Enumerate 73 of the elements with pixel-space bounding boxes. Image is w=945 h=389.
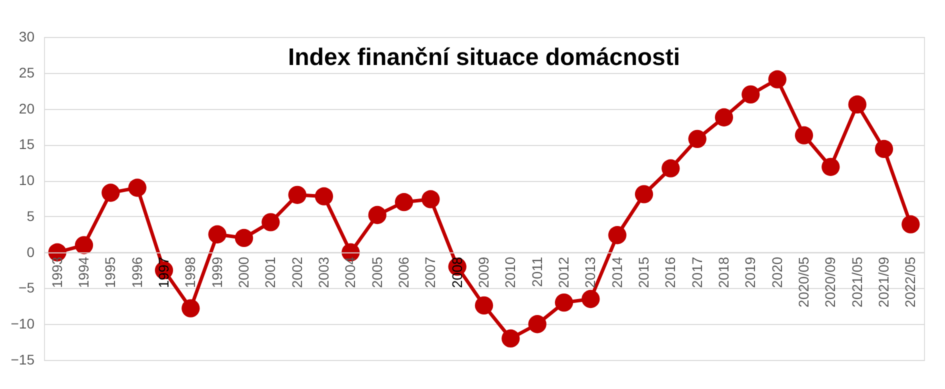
point [688, 130, 706, 148]
x-tick-label: 2020/05 [796, 256, 812, 308]
x-tick-label: 2000 [236, 256, 252, 288]
point [662, 159, 680, 178]
point [288, 186, 306, 204]
x-tick-label: 2018 [716, 256, 732, 288]
x-tick-label: 1993 [48, 256, 65, 288]
x-tick-label: 2014 [608, 256, 625, 288]
x-tick-label: 2012 [556, 256, 572, 288]
point [822, 158, 840, 176]
y-tick-label: −15 [10, 352, 35, 368]
x-tick-label: 1997 [156, 256, 172, 288]
x-tick-label: 2008 [448, 256, 465, 288]
point [474, 296, 494, 315]
point [902, 215, 920, 234]
point [74, 236, 94, 254]
x-tick-label: 2005 [368, 256, 385, 288]
point [714, 108, 734, 126]
x-tick-label: 2017 [688, 256, 705, 288]
point [742, 85, 760, 104]
x-tick-label: 1999 [208, 256, 225, 288]
point [368, 206, 386, 224]
point [502, 329, 520, 348]
y-tick-label: −10 [10, 316, 35, 332]
x-tick-label: 2010 [502, 256, 518, 288]
x-tick-label: 2020 [768, 256, 785, 288]
point [794, 126, 814, 144]
point [422, 190, 440, 208]
y-tick-label: 25 [18, 64, 35, 80]
x-tick-label: 2002 [288, 256, 305, 288]
point [848, 95, 866, 114]
x-tick-label: 2004 [342, 256, 358, 288]
point [234, 228, 254, 248]
point [314, 187, 334, 206]
x-tick-label: 1996 [128, 256, 145, 288]
x-tick-label: 2021/05 [848, 256, 865, 308]
x-tick-label: 2021/09 [876, 256, 892, 308]
x-tick-label: 2011 [528, 256, 545, 287]
x-tick-label: 2007 [422, 256, 438, 288]
point [262, 213, 280, 232]
x-tick-label: 2001 [262, 256, 278, 288]
y-tick-label: 20 [18, 100, 35, 116]
y-tick-label: 15 [18, 136, 35, 152]
x-tick-label: 1994 [76, 256, 92, 288]
x-tick-label: 2022/05 [902, 256, 918, 308]
point [394, 193, 414, 212]
point [182, 299, 200, 318]
x-tick-label: 2016 [662, 256, 678, 288]
y-tick-label: 10 [18, 172, 35, 188]
y-tick-label: 30 [18, 28, 35, 44]
point [128, 178, 146, 197]
x-tick-label: 2009 [476, 256, 492, 288]
point [102, 184, 120, 202]
point [768, 70, 786, 88]
x-tick-label: 2006 [396, 256, 412, 288]
point [582, 290, 600, 308]
x-tick-label: 2019 [742, 256, 758, 288]
point [528, 315, 546, 334]
point [608, 226, 626, 244]
chart-title: Index finanční situace domácnosti [288, 44, 680, 71]
x-tick-label: 2015 [636, 256, 652, 288]
x-tick-label: 2020/09 [822, 256, 838, 308]
point [634, 185, 654, 204]
point [208, 225, 226, 244]
x-tick-label: 2013 [582, 256, 598, 288]
point [554, 294, 574, 312]
y-tick-label: −5 [18, 280, 35, 296]
x-tick-label: 1995 [102, 256, 118, 288]
y-tick-label: 0 [26, 244, 35, 260]
y-tick-label: 5 [26, 208, 35, 224]
x-tick-label: 2003 [316, 256, 332, 288]
point [874, 140, 894, 158]
x-tick-label: 1998 [182, 256, 198, 288]
